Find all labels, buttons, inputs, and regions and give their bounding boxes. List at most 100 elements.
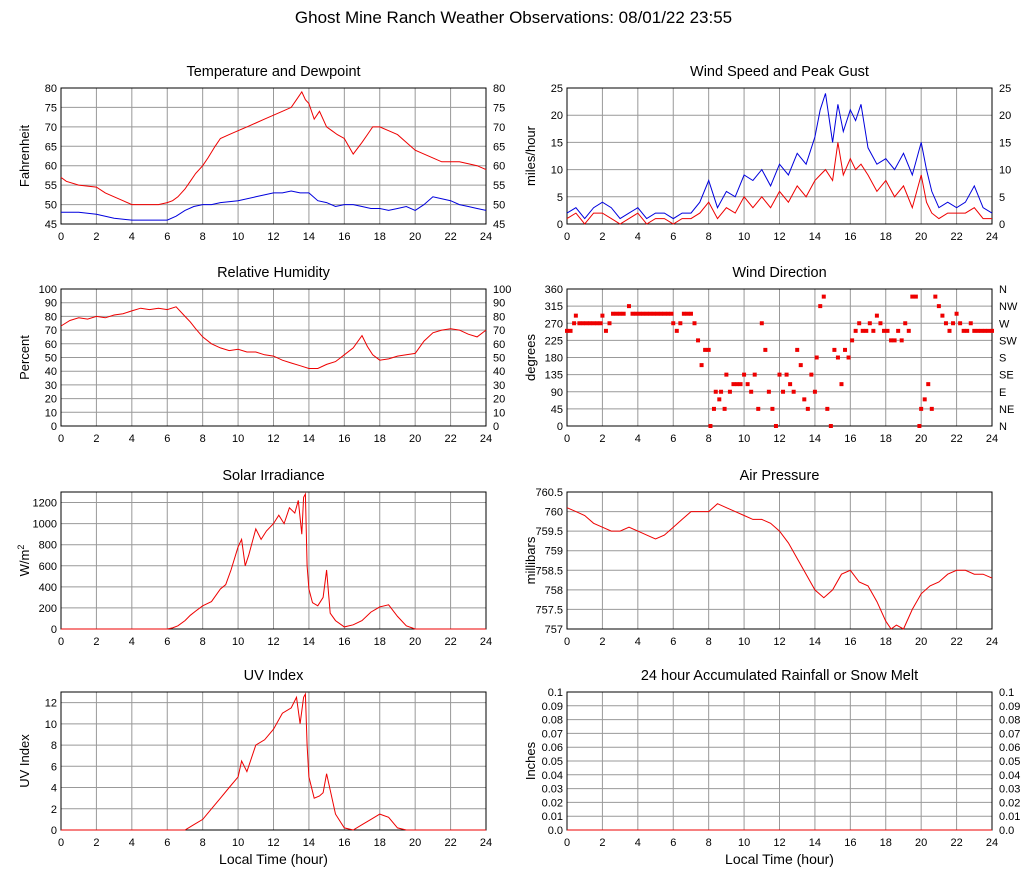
x-tick-label: 16 bbox=[844, 433, 856, 445]
y-tick-label: 0 bbox=[51, 825, 57, 837]
y-tick-label: 90 bbox=[551, 387, 563, 399]
x-tick-label: 24 bbox=[986, 433, 998, 445]
y-tick-label-right: 15 bbox=[999, 137, 1011, 149]
x-tick-label: 8 bbox=[706, 837, 712, 849]
data-point bbox=[644, 311, 649, 316]
series-line-0 bbox=[61, 492, 486, 630]
y-tick-label-right: 0.01 bbox=[999, 811, 1020, 823]
x-tick-label: 0 bbox=[58, 837, 64, 849]
data-point bbox=[745, 382, 750, 387]
data-point bbox=[763, 347, 768, 352]
data-point bbox=[671, 321, 676, 326]
data-point bbox=[626, 304, 631, 309]
y-tick-label-right: 55 bbox=[493, 180, 505, 192]
y-tick-label: 759 bbox=[545, 546, 563, 558]
x-tick-label: 24 bbox=[480, 636, 492, 648]
x-tick-label: 22 bbox=[444, 636, 456, 648]
x-tick-label: 20 bbox=[409, 433, 421, 445]
y-tick-label-right: SE bbox=[999, 370, 1014, 382]
data-point bbox=[614, 311, 619, 316]
data-point bbox=[982, 328, 987, 333]
y-tick-label-right: 50 bbox=[493, 353, 505, 365]
y-tick-label: 270 bbox=[545, 318, 563, 330]
data-point bbox=[641, 311, 646, 316]
x-tick-label: 12 bbox=[773, 433, 785, 445]
y-tick-label: 0 bbox=[51, 421, 57, 433]
x-tick-label: 4 bbox=[129, 433, 135, 445]
y-tick-label-right: 0.02 bbox=[999, 797, 1020, 809]
plot-frame bbox=[566, 87, 993, 225]
data-point bbox=[885, 328, 890, 333]
data-point bbox=[685, 311, 690, 316]
y-tick-label: 40 bbox=[45, 366, 57, 378]
x-tick-label: 20 bbox=[915, 636, 927, 648]
x-tick-label: 12 bbox=[267, 231, 279, 243]
data-point bbox=[933, 294, 938, 299]
y-tick-label-right: 10 bbox=[999, 165, 1011, 177]
data-point bbox=[603, 328, 608, 333]
chart-title: Wind Speed and Peak Gust bbox=[690, 64, 869, 80]
y-tick-label: 0.01 bbox=[542, 811, 563, 823]
x-tick-label: 8 bbox=[706, 433, 712, 445]
y-tick-label: 6 bbox=[51, 761, 57, 773]
x-tick-label: 8 bbox=[200, 636, 206, 648]
series-line-0 bbox=[566, 93, 993, 220]
data-point bbox=[703, 347, 708, 352]
y-tick-label: 0 bbox=[557, 421, 563, 433]
data-point bbox=[742, 372, 747, 377]
data-point bbox=[573, 313, 578, 318]
y-tick-label-right: 70 bbox=[493, 325, 505, 337]
x-tick-label: 24 bbox=[986, 636, 998, 648]
y-tick-label-right: 50 bbox=[493, 200, 505, 212]
series-line-0 bbox=[60, 90, 487, 206]
x-tick-label: 24 bbox=[986, 837, 998, 849]
y-tick-label: 90 bbox=[45, 298, 57, 310]
data-point bbox=[892, 338, 897, 343]
y-tick-label: 70 bbox=[45, 325, 57, 337]
y-tick-label-right: N bbox=[999, 284, 1007, 296]
y-tick-label: 0.1 bbox=[548, 687, 563, 699]
chart-title: Air Pressure bbox=[740, 468, 820, 484]
y-axis-label: miles/hour bbox=[523, 125, 538, 186]
data-point bbox=[913, 294, 918, 299]
y-tick-label-right: 75 bbox=[493, 102, 505, 114]
x-tick-label: 22 bbox=[444, 837, 456, 849]
y-tick-label: 70 bbox=[45, 122, 57, 134]
x-tick-label: 12 bbox=[773, 636, 785, 648]
x-axis-label: Local Time (hour) bbox=[725, 851, 834, 867]
x-tick-label: 10 bbox=[232, 231, 244, 243]
x-tick-label: 20 bbox=[915, 231, 927, 243]
series-line-0 bbox=[566, 503, 993, 630]
y-tick-label: 10 bbox=[45, 407, 57, 419]
y-tick-label-right: NE bbox=[999, 404, 1014, 416]
x-tick-label: 10 bbox=[232, 636, 244, 648]
data-point bbox=[867, 321, 872, 326]
data-point bbox=[770, 406, 775, 411]
x-tick-label: 6 bbox=[670, 837, 676, 849]
y-tick-label: 200 bbox=[39, 603, 57, 615]
y-tick-label: 55 bbox=[45, 180, 57, 192]
y-tick-label: 20 bbox=[45, 394, 57, 406]
y-tick-label: 180 bbox=[545, 353, 563, 365]
y-tick-label-right: W bbox=[999, 318, 1010, 330]
y-tick-label-right: NW bbox=[999, 301, 1018, 313]
series-line-1 bbox=[61, 190, 487, 221]
page-title: Ghost Mine Ranch Weather Observations: 0… bbox=[294, 8, 733, 27]
chart-title: 24 hour Accumulated Rainfall or Snow Mel… bbox=[641, 668, 918, 684]
y-axis-label: UV Index bbox=[17, 734, 32, 788]
data-point bbox=[708, 424, 713, 428]
series-0 bbox=[565, 294, 994, 428]
data-point bbox=[738, 382, 743, 387]
x-tick-label: 10 bbox=[232, 837, 244, 849]
data-point bbox=[832, 347, 837, 352]
x-tick-label: 20 bbox=[915, 433, 927, 445]
data-point bbox=[850, 338, 855, 343]
x-tick-label: 0 bbox=[564, 837, 570, 849]
x-tick-label: 14 bbox=[809, 433, 821, 445]
data-point bbox=[795, 347, 800, 352]
x-tick-label: 6 bbox=[164, 433, 170, 445]
x-tick-label: 4 bbox=[129, 837, 135, 849]
